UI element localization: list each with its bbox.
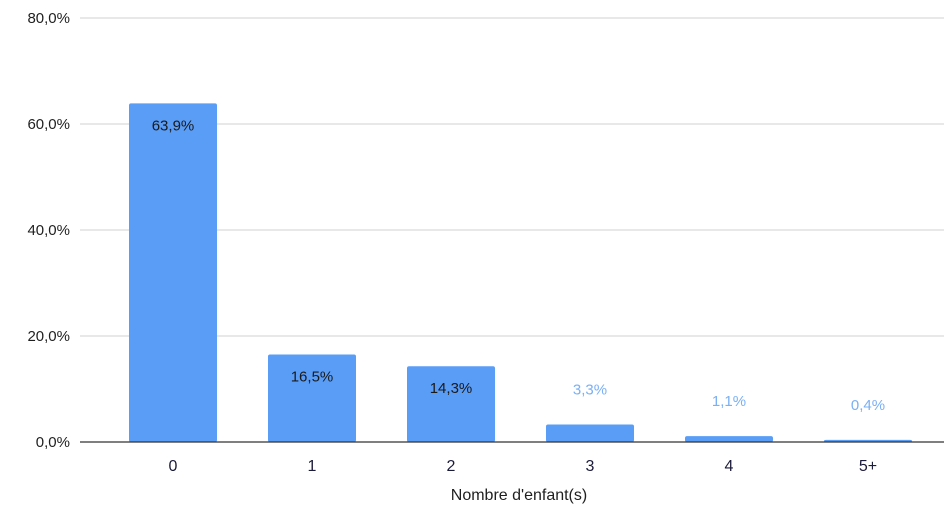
data-labels: 63,9% 16,5% 14,3% 3,3% 1,1% 0,4%: [152, 117, 885, 414]
x-tick-label: 0: [169, 458, 178, 475]
x-tick-label: 2: [447, 458, 456, 475]
y-tick-label: 60,0%: [27, 116, 70, 133]
bar-2: [407, 366, 495, 442]
bar-4: [685, 436, 773, 442]
data-label: 1,1%: [712, 393, 746, 410]
y-tick-label: 80,0%: [27, 10, 70, 27]
x-axis-title: Nombre d'enfant(s): [451, 487, 587, 504]
data-label: 14,3%: [430, 380, 473, 397]
bar-3: [546, 424, 634, 442]
x-tick-label: 3: [586, 458, 595, 475]
bar-0: [129, 103, 217, 442]
gridlines: [80, 17, 944, 337]
bar-1: [268, 354, 356, 442]
y-tick-label: 20,0%: [27, 328, 70, 345]
data-label: 0,4%: [851, 397, 885, 414]
x-tick-label: 4: [725, 458, 734, 475]
x-tick-label: 1: [308, 458, 317, 475]
data-label: 63,9%: [152, 117, 195, 134]
y-tick-label: 40,0%: [27, 222, 70, 239]
y-axis-ticks: 0,0% 20,0% 40,0% 60,0% 80,0%: [27, 10, 70, 451]
x-tick-label: 5+: [859, 458, 877, 475]
data-label: 16,5%: [291, 369, 334, 386]
x-axis-ticks: 0 1 2 3 4 5+: [169, 458, 878, 475]
bars: [129, 103, 912, 442]
data-label: 3,3%: [573, 382, 607, 399]
y-tick-label: 0,0%: [36, 434, 70, 451]
